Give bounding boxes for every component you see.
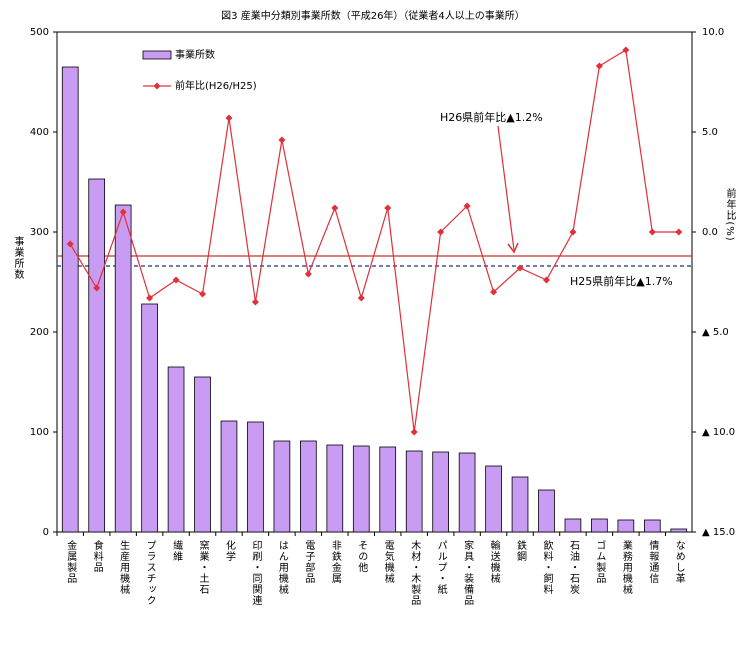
- y-tick-label: 0: [43, 527, 49, 538]
- marker: [93, 284, 101, 292]
- legend-label: 前年比(H26/H25): [175, 79, 257, 92]
- bar: [591, 518, 608, 533]
- bar: [167, 366, 185, 533]
- bar: [300, 440, 317, 533]
- bar: [247, 421, 264, 533]
- x-tick-label: 電気機械: [382, 540, 394, 584]
- marker: [384, 204, 392, 212]
- bar: [194, 376, 211, 533]
- marker: [304, 270, 312, 278]
- bar: [538, 489, 555, 533]
- arrow-head: [507, 242, 519, 254]
- x-tick-label: 電子部品: [303, 540, 315, 584]
- marker: [463, 202, 471, 210]
- x-tick-label: なめし革: [673, 540, 685, 584]
- marker: [595, 62, 603, 70]
- legend-label: 事業所数: [175, 48, 215, 61]
- legend-swatch: [142, 50, 172, 60]
- bar: [141, 303, 158, 533]
- marker: [675, 228, 683, 236]
- x-tick-label: 窯業・土石: [197, 539, 209, 595]
- marker: [357, 294, 365, 302]
- line: [69, 49, 679, 433]
- bar: [220, 420, 238, 533]
- x-tick-label: 非鉄金属: [329, 540, 341, 584]
- x-tick-label: 業務用機械: [620, 539, 632, 595]
- x-tick-label: 金属製品: [65, 539, 77, 584]
- bar: [352, 445, 370, 533]
- marker: [490, 288, 498, 296]
- x-tick-label: パルプ・紙: [435, 540, 447, 595]
- bar: [670, 528, 688, 533]
- marker: [410, 428, 418, 436]
- y2-tick-label: 10.0: [702, 27, 724, 38]
- x-tick-label: はん用機械: [276, 540, 288, 595]
- marker: [569, 228, 577, 236]
- y-tick-label: 100: [30, 427, 49, 438]
- marker: [199, 290, 207, 298]
- marker: [622, 46, 630, 54]
- marker: [119, 208, 127, 216]
- bar: [61, 66, 79, 533]
- bar: [485, 465, 502, 533]
- reference-label: H25県前年比▲1.7%: [570, 274, 673, 288]
- bar: [405, 450, 423, 533]
- x-tick-label: 飲料・飼料: [541, 539, 553, 595]
- marker: [66, 240, 74, 248]
- x-tick-label: その他: [356, 540, 368, 573]
- bar: [326, 444, 344, 533]
- reference-label: H26県前年比▲1.2%: [440, 110, 543, 124]
- bar: [458, 452, 476, 533]
- marker: [146, 294, 154, 302]
- x-tick-label: 鉄鋼: [515, 539, 527, 562]
- y-tick-label: 400: [30, 127, 49, 138]
- y2-tick-label: ▲ 15.0: [702, 527, 735, 538]
- x-tick-label: 食料品: [91, 539, 103, 573]
- y2-tick-label: 0.0: [702, 227, 718, 238]
- x-tick-label: 化学: [223, 539, 235, 562]
- bar: [432, 451, 449, 533]
- marker: [542, 276, 550, 284]
- y-axis-label: 事業所数: [12, 235, 24, 280]
- marker: [225, 114, 233, 122]
- y-tick-label: 500: [30, 27, 49, 38]
- x-tick-label: プラスチック: [144, 540, 155, 606]
- marker: [331, 204, 339, 212]
- x-tick-label: 石油・石炭: [567, 540, 579, 595]
- x-tick-label: 木材・木製品: [409, 540, 421, 606]
- bar: [643, 519, 661, 533]
- y2-tick-label: 5.0: [702, 127, 718, 138]
- chart-title: 図3 産業中分類別事業所数（平成26年）（従業者4人以上の事業所）: [221, 9, 525, 22]
- x-tick-label: 情報通信: [647, 539, 659, 584]
- bar: [88, 178, 106, 533]
- legend-marker: [153, 82, 161, 90]
- y2-tick-label: ▲ 5.0: [702, 327, 729, 338]
- bar: [511, 476, 529, 533]
- marker: [172, 276, 180, 284]
- x-tick-label: 生産用機械: [118, 539, 130, 595]
- marker: [437, 228, 445, 236]
- y2-axis-label: 前年比(%): [724, 187, 736, 242]
- x-tick-label: 繊維: [171, 539, 183, 562]
- y-tick-label: 300: [30, 227, 49, 238]
- annotation-arrow: [497, 125, 515, 251]
- x-tick-label: 印刷・同関連: [250, 540, 262, 606]
- marker: [516, 264, 524, 272]
- bar: [564, 518, 582, 533]
- x-tick-label: 家具・装備品: [462, 539, 474, 606]
- y2-tick-label: ▲ 10.0: [702, 427, 735, 438]
- bar: [617, 519, 635, 533]
- bar: [379, 446, 397, 533]
- x-tick-label: ゴム製品: [594, 539, 606, 584]
- bar: [273, 440, 291, 533]
- x-tick-label: 輸送機械: [488, 539, 500, 584]
- y-tick-label: 200: [30, 327, 49, 338]
- marker: [278, 136, 286, 144]
- marker: [251, 298, 259, 306]
- bar: [114, 204, 132, 533]
- marker: [648, 228, 656, 236]
